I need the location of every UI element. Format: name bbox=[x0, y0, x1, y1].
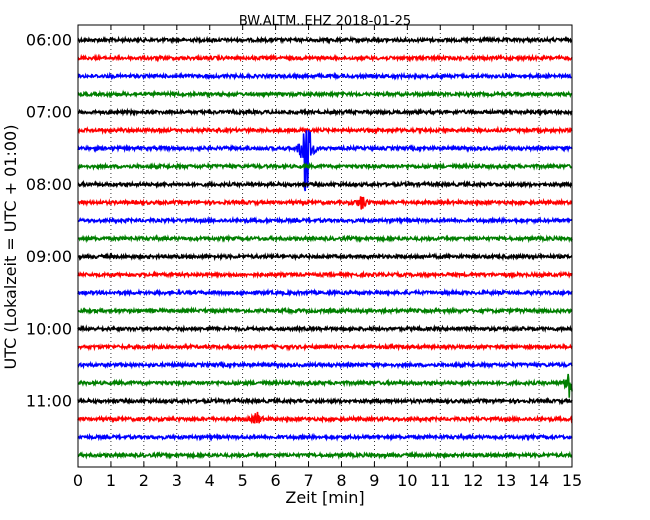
x-tick-label: 10 bbox=[397, 471, 417, 490]
x-tick-label: 4 bbox=[205, 471, 215, 490]
chart-title: BW.ALTM..EHZ 2018-01-25 bbox=[239, 14, 411, 29]
seismic-trace bbox=[77, 125, 573, 136]
seismic-trace bbox=[77, 161, 573, 172]
seismic-trace bbox=[77, 35, 573, 45]
seismic-trace bbox=[77, 89, 573, 99]
seismic-trace bbox=[77, 324, 573, 334]
seismic-trace bbox=[77, 396, 573, 406]
x-tick-label: 2 bbox=[139, 471, 149, 490]
y-tick-label: 06:00 bbox=[26, 31, 72, 50]
y-axis-label: UTC (Lokalzeit = UTC + 01:00) bbox=[1, 125, 20, 370]
y-tick-label: 08:00 bbox=[26, 175, 72, 194]
seismic-trace bbox=[77, 450, 573, 460]
x-tick-label: 14 bbox=[529, 471, 549, 490]
seismic-trace bbox=[77, 251, 573, 262]
x-tick-label: 7 bbox=[303, 471, 313, 490]
x-tick-label: 5 bbox=[238, 471, 248, 490]
seismic-trace bbox=[77, 306, 573, 316]
seismic-trace bbox=[77, 342, 573, 352]
grid-lines bbox=[110, 25, 540, 467]
y-tick-label: 09:00 bbox=[26, 247, 72, 266]
y-tick-label: 07:00 bbox=[26, 103, 72, 122]
y-tick-label: 10:00 bbox=[26, 319, 72, 338]
x-tick-label: 8 bbox=[336, 471, 346, 490]
plot-frame bbox=[77, 24, 573, 468]
y-tick-label: 11:00 bbox=[26, 392, 72, 411]
x-tick-label: 0 bbox=[73, 471, 83, 490]
x-tick-label: 11 bbox=[430, 471, 450, 490]
seismic-trace bbox=[77, 233, 573, 244]
x-axis-label: Zeit [min] bbox=[285, 488, 364, 507]
seismic-trace bbox=[77, 269, 573, 280]
x-tick-label: 6 bbox=[271, 471, 281, 490]
seismic-trace bbox=[77, 360, 573, 370]
seismic-trace bbox=[77, 179, 573, 190]
seismic-trace bbox=[77, 107, 573, 117]
x-tick-label: 12 bbox=[463, 471, 483, 490]
trace-group bbox=[77, 35, 573, 460]
seismic-trace bbox=[77, 196, 573, 210]
seismic-trace bbox=[77, 373, 573, 398]
seismic-trace bbox=[77, 130, 573, 192]
seismic-trace bbox=[77, 287, 573, 298]
x-tick-label: 15 bbox=[562, 471, 582, 490]
seismic-trace bbox=[77, 215, 573, 226]
x-tick-label: 13 bbox=[496, 471, 516, 490]
seismic-trace bbox=[77, 71, 573, 81]
seismic-trace bbox=[77, 53, 573, 63]
axis-ticks: 0 1 2 3 4 5 6 7 8 9 10 11 12 13 14 1506:0007:0008:0009:… bbox=[26, 25, 582, 490]
x-tick-label: 3 bbox=[172, 471, 182, 490]
x-tick-label: 1 bbox=[106, 471, 116, 490]
seismic-trace bbox=[77, 411, 573, 425]
seismic-trace bbox=[77, 432, 573, 442]
x-tick-label: 9 bbox=[369, 471, 379, 490]
